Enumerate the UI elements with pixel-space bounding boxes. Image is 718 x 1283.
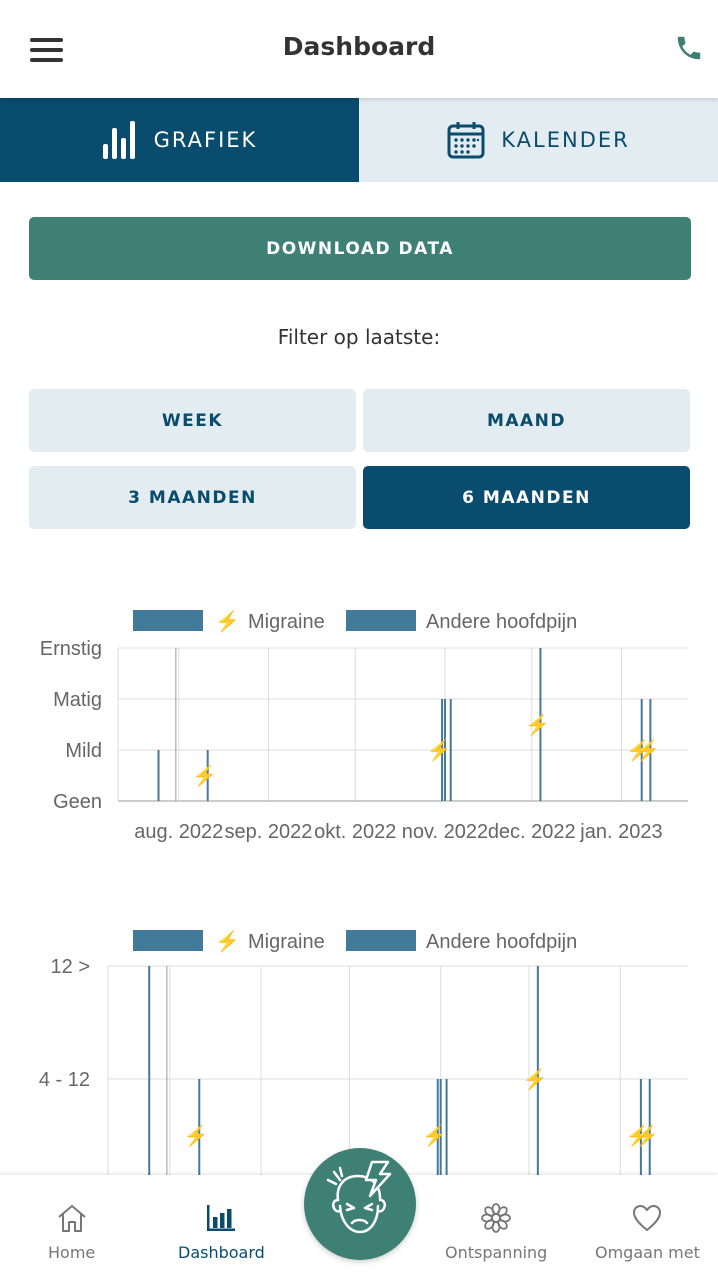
migraine-marker: ⚡ — [626, 738, 651, 762]
legend-label-migraine: Migraine — [248, 611, 325, 633]
filter-6-maanden-button[interactable]: 6 MAANDEN — [363, 466, 690, 529]
nav-dashboard[interactable]: Dashboard — [178, 1203, 265, 1262]
x-tick-label: jan. 2023 — [579, 821, 662, 843]
legend-swatch-migraine — [133, 930, 203, 951]
migraine-marker: ⚡ — [192, 764, 217, 788]
migraine-marker: ⚡ — [625, 1124, 650, 1148]
filter-maand-button[interactable]: MAAND — [363, 389, 690, 452]
severity-chart-svg: ⚡ Migraine Andere hoofdpijn Geen Mild Matig Er… — [40, 609, 688, 843]
legend-label-andere-hoofdpijn: Andere hoofdpijn — [426, 611, 577, 633]
nav-dashboard-label: Dashboard — [178, 1243, 265, 1262]
y-tick-label: 4 - 12 — [39, 1069, 90, 1091]
lightning-icon: ⚡ — [215, 609, 240, 633]
legend-label-andere-hoofdpijn: Andere hoofdpijn — [426, 931, 577, 953]
y-tick-label: 12 > — [51, 956, 90, 978]
page-title: Dashboard — [282, 32, 436, 61]
nav-omgaan-met[interactable]: Omgaan met — [595, 1203, 700, 1262]
migraine-marker: ⚡ — [634, 1124, 659, 1148]
nav-home-label: Home — [48, 1243, 96, 1262]
tab-kalender-label: KALENDER — [501, 128, 630, 152]
y-tick-label: Matig — [53, 689, 102, 711]
tab-grafiek[interactable]: GRAFIEK — [0, 98, 359, 182]
migraine-marker: ⚡ — [184, 1124, 209, 1148]
headache-face-icon — [314, 1156, 406, 1252]
y-tick-label: Geen — [53, 791, 102, 813]
filter-label: Filter op laatste: — [277, 325, 441, 349]
log-headache-button[interactable] — [304, 1148, 416, 1260]
severity-chart: ⚡ Migraine Andere hoofdpijn Geen Mild Matig Er… — [0, 600, 718, 850]
nav-ontspanning[interactable]: Ontspanning — [445, 1203, 547, 1262]
download-data-button[interactable]: DOWNLOAD DATA — [29, 217, 691, 280]
top-app-bar: Dashboard — [0, 0, 718, 98]
x-tick-label: sep. 2022 — [225, 821, 313, 843]
tab-grafiek-label: GRAFIEK — [153, 128, 258, 152]
legend-swatch-andere-hoofdpijn — [346, 610, 416, 631]
home-icon — [56, 1203, 88, 1237]
filter-week-button[interactable]: WEEK — [29, 389, 356, 452]
heart-icon — [631, 1203, 663, 1237]
migraine-marker: ⚡ — [635, 738, 660, 762]
lightning-icon: ⚡ — [215, 929, 240, 953]
x-tick-label: dec. 2022 — [488, 821, 576, 843]
y-tick-label: Ernstig — [40, 638, 102, 660]
migraine-marker: ⚡ — [427, 738, 452, 762]
migraine-marker: ⚡ — [522, 1067, 547, 1091]
tab-kalender[interactable]: KALENDER — [359, 98, 718, 182]
migraine-marker: ⚡ — [525, 713, 550, 737]
legend-label-migraine: Migraine — [248, 931, 325, 953]
legend-swatch-andere-hoofdpijn — [346, 930, 416, 951]
bar-chart-icon — [102, 120, 138, 160]
hamburger-icon[interactable] — [30, 38, 64, 62]
phone-icon[interactable] — [674, 33, 706, 65]
x-tick-label: okt. 2022 — [314, 821, 396, 843]
calendar-icon — [447, 121, 485, 159]
x-tick-label: nov. 2022 — [402, 821, 488, 843]
bar-chart-icon — [205, 1203, 237, 1237]
legend-swatch-migraine — [133, 610, 203, 631]
x-tick-label: aug. 2022 — [134, 821, 223, 843]
nav-omgaan-met-label: Omgaan met — [595, 1243, 700, 1262]
migraine-marker: ⚡ — [422, 1124, 447, 1148]
y-tick-label: Mild — [65, 740, 102, 762]
flower-icon — [480, 1203, 512, 1237]
view-tabs: GRAFIEK KALENDER — [0, 98, 718, 182]
filter-3-maanden-button[interactable]: 3 MAANDEN — [29, 466, 356, 529]
nav-ontspanning-label: Ontspanning — [445, 1243, 548, 1262]
nav-home[interactable]: Home — [48, 1203, 95, 1262]
